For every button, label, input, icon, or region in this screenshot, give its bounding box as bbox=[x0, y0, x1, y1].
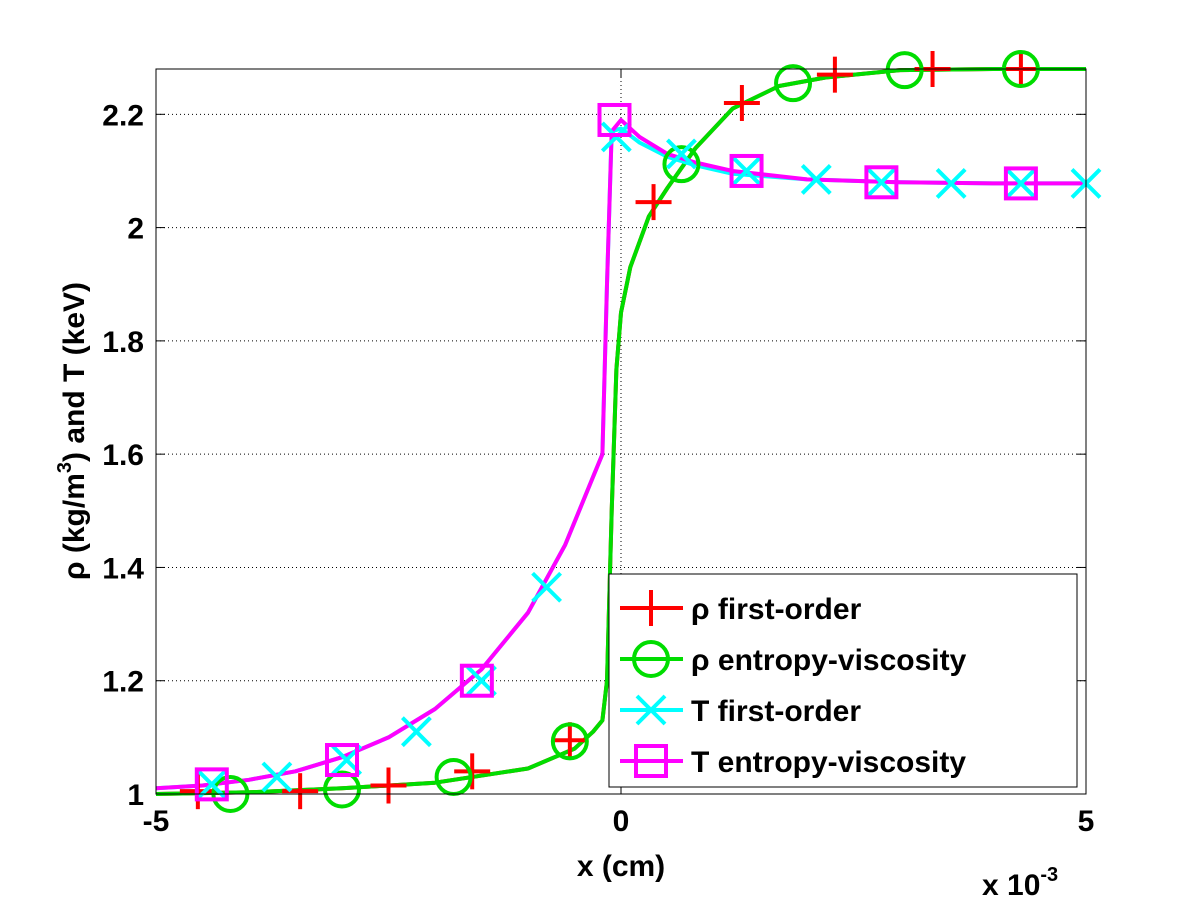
x-multiplier-label: x 10-3 bbox=[982, 864, 1058, 900]
x-tick-label: 5 bbox=[1078, 805, 1095, 838]
series-4-point bbox=[325, 743, 359, 778]
legend-marker-3 bbox=[635, 694, 667, 726]
marker-x-b bbox=[800, 164, 832, 195]
y-axis-label-suffix: ) and T (keV) bbox=[58, 282, 91, 462]
y-tick-label: 1.2 bbox=[102, 666, 144, 699]
series-2-point bbox=[662, 145, 701, 184]
series-3-point bbox=[531, 571, 563, 603]
series-2-point bbox=[550, 722, 589, 761]
marker-x-b bbox=[531, 571, 563, 603]
series-3-point bbox=[800, 164, 832, 195]
x-multiplier-exponent: -3 bbox=[1040, 864, 1058, 886]
series-3-point bbox=[261, 761, 293, 793]
legend-marker-1 bbox=[633, 590, 669, 626]
series-3-point bbox=[400, 716, 432, 748]
legend-box bbox=[608, 573, 1078, 788]
y-tick-label: 2 bbox=[127, 213, 144, 246]
legend-label-2: ρ entropy-viscosity bbox=[691, 644, 967, 677]
series-3-point bbox=[865, 166, 897, 198]
x-axis-label: x (cm) bbox=[577, 850, 665, 883]
series-markers bbox=[179, 50, 1102, 813]
series-4-point bbox=[729, 153, 764, 188]
x-tick-label: -5 bbox=[143, 805, 170, 838]
y-tick-label: 1.6 bbox=[102, 439, 144, 472]
legend-marker-2 bbox=[632, 640, 670, 678]
series-1-point bbox=[282, 773, 319, 810]
y-axis-label-exponent: 3 bbox=[54, 462, 76, 473]
series-3-point bbox=[731, 155, 762, 187]
series-1-point bbox=[551, 722, 588, 759]
legend-label-1: ρ first-order bbox=[691, 593, 862, 626]
series-3-point bbox=[1005, 167, 1037, 199]
y-tick-label: 1.8 bbox=[102, 326, 144, 359]
series-1-point bbox=[454, 753, 491, 790]
y-tick-label: 1 bbox=[127, 779, 144, 812]
x-multiplier-base: x 10 bbox=[982, 869, 1040, 900]
axis-ticks bbox=[155, 69, 1087, 795]
series-2-point bbox=[323, 770, 361, 809]
series-2-point bbox=[885, 51, 924, 90]
legend-marker-4 bbox=[634, 744, 668, 778]
legend: ρ first-order ρ entropy-viscosity T first-… bbox=[608, 573, 1078, 788]
series-1-point bbox=[370, 767, 407, 804]
series-2-point bbox=[774, 64, 813, 103]
x-tick-label: 0 bbox=[613, 805, 630, 838]
series-1-point bbox=[635, 184, 672, 221]
marker-x-b bbox=[666, 138, 697, 170]
series-4-point bbox=[194, 767, 229, 802]
y-tick-label: 1.4 bbox=[102, 552, 144, 585]
series-4-point bbox=[597, 102, 632, 137]
series-1-point bbox=[723, 84, 760, 121]
series-line-2 bbox=[155, 67, 1086, 796]
series-3-point bbox=[666, 138, 697, 170]
marker-x-b bbox=[935, 167, 967, 199]
marker-x-b bbox=[865, 166, 897, 198]
series-4-point bbox=[459, 663, 494, 698]
legend-label-4: T entropy-viscosity bbox=[691, 746, 966, 779]
marker-x-b bbox=[731, 155, 762, 187]
y-axis-label-prefix: ρ (kg/m bbox=[58, 473, 91, 580]
series-3-point bbox=[935, 167, 967, 199]
series-1-point bbox=[816, 56, 853, 93]
marker-x-b bbox=[400, 716, 432, 748]
legend-label-3: T first-order bbox=[691, 695, 861, 728]
tick-labels: -5 0 5 1 1.2 1.4 1.6 1.8 2 2.2 bbox=[102, 99, 1094, 838]
y-axis-label: ρ (kg/m3) and T (keV) bbox=[54, 282, 91, 580]
series-4-point bbox=[864, 165, 899, 200]
marker-x-b bbox=[635, 694, 667, 726]
marker-x-b bbox=[261, 761, 293, 793]
y-tick-label: 2.2 bbox=[102, 99, 144, 132]
marker-x-b bbox=[1005, 167, 1037, 199]
series-4-point bbox=[1003, 166, 1038, 201]
